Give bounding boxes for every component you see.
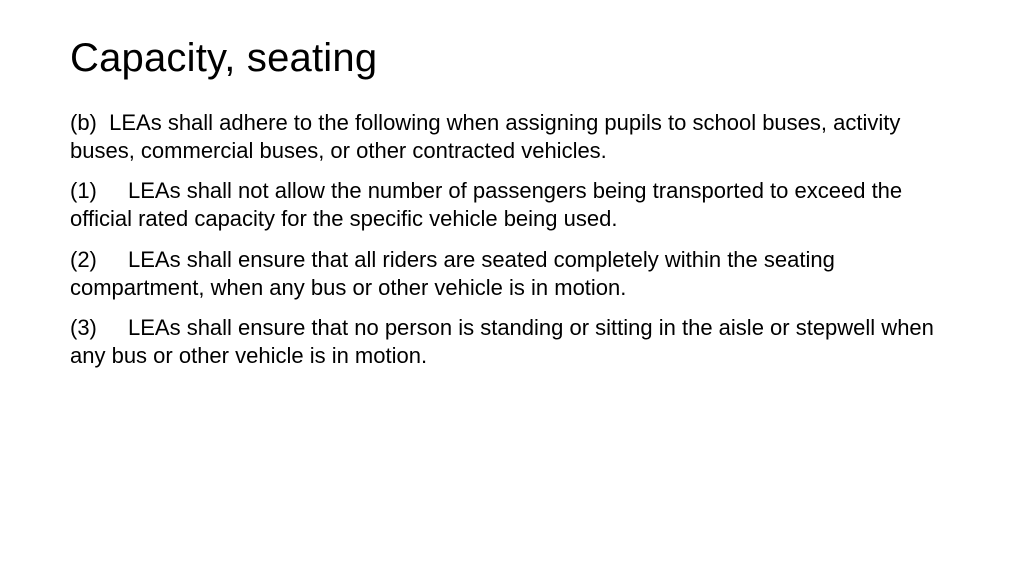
item-number: (3)	[70, 314, 128, 342]
list-item: (1)LEAs shall not allow the number of pa…	[70, 177, 954, 233]
item-text: LEAs shall ensure that no person is stan…	[70, 315, 934, 368]
item-text: LEAs shall ensure that all riders are se…	[70, 247, 835, 300]
item-number: (2)	[70, 246, 128, 274]
intro-paragraph: (b) LEAs shall adhere to the following w…	[70, 109, 954, 165]
list-item: (2)LEAs shall ensure that all riders are…	[70, 246, 954, 302]
slide-body: (b) LEAs shall adhere to the following w…	[70, 109, 954, 370]
slide: Capacity, seating (b) LEAs shall adhere …	[0, 0, 1024, 370]
list-item: (3)LEAs shall ensure that no person is s…	[70, 314, 954, 370]
intro-text: LEAs shall adhere to the following when …	[70, 110, 900, 163]
item-number: (1)	[70, 177, 128, 205]
slide-title: Capacity, seating	[70, 36, 954, 81]
intro-label: (b)	[70, 110, 97, 135]
item-text: LEAs shall not allow the number of passe…	[70, 178, 902, 231]
